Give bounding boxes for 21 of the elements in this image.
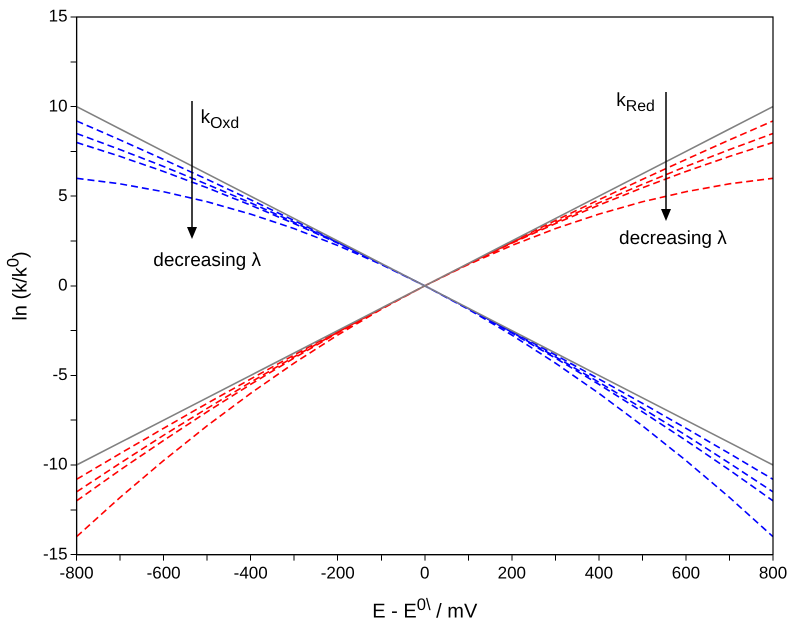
x-tick-label: 0 (420, 563, 430, 582)
x-tick-label: -200 (320, 563, 355, 582)
y-tick-label: 5 (58, 186, 68, 205)
y-tick-label: -10 (42, 454, 68, 474)
y-tick-label: 10 (48, 96, 68, 116)
annotation: decreasing λ (619, 228, 727, 250)
y-tick-label: -15 (42, 544, 68, 564)
annotation: k$_{Red}$ (616, 90, 655, 116)
y-tick-label: 15 (48, 6, 68, 26)
annotation: k$_{Oxd}$ (200, 106, 240, 132)
x-tick-label: 800 (758, 563, 788, 582)
y-tick-label: 0 (58, 275, 68, 294)
y-tick-label: -5 (52, 365, 68, 384)
x-tick-label: 200 (498, 563, 526, 582)
x-axis-title: E - E$^{0\}$ / mV (372, 594, 478, 624)
x-tick-label: 600 (672, 563, 700, 582)
x-tick-label: -400 (234, 563, 268, 582)
x-tick-label: -800 (60, 563, 94, 582)
x-tick-label: -600 (146, 563, 181, 582)
annotation: decreasing λ (153, 250, 262, 272)
x-tick-label: 400 (584, 563, 614, 582)
